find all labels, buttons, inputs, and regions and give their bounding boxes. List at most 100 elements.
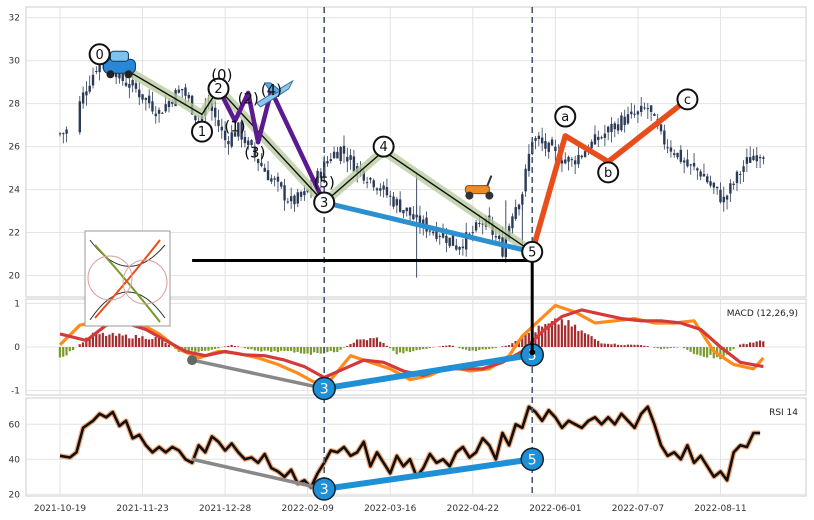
wave-marker-circle bbox=[88, 43, 111, 66]
macd-histogram-bar bbox=[702, 347, 705, 357]
candle bbox=[544, 133, 547, 157]
macd-histogram-bar bbox=[706, 347, 709, 358]
wave-marker-label: 3 bbox=[320, 196, 328, 211]
candle bbox=[616, 118, 620, 135]
macd-histogram-bar bbox=[755, 341, 758, 347]
candle bbox=[722, 186, 725, 212]
macd-histogram-bar bbox=[227, 345, 230, 347]
macd-histogram-bar bbox=[243, 347, 246, 349]
candle-body bbox=[755, 155, 758, 162]
candle-body bbox=[458, 247, 461, 250]
candle bbox=[299, 190, 303, 201]
macd-histogram-bar bbox=[501, 346, 504, 347]
macd-histogram-bar bbox=[270, 347, 273, 352]
candle bbox=[336, 146, 339, 159]
candle bbox=[319, 168, 323, 189]
macd-histogram-bar bbox=[114, 335, 118, 347]
candle-body bbox=[253, 146, 257, 156]
macd-histogram-bar bbox=[507, 345, 511, 347]
macd-histogram-bar bbox=[68, 347, 71, 352]
candle-body bbox=[745, 157, 749, 164]
candle bbox=[742, 160, 745, 182]
candle-body bbox=[478, 222, 481, 224]
candle bbox=[745, 148, 749, 173]
macd-histogram-bar bbox=[412, 347, 415, 352]
candle bbox=[620, 112, 623, 132]
macd-histogram-bar bbox=[577, 331, 580, 347]
candle bbox=[649, 104, 653, 121]
candle-body bbox=[692, 162, 696, 167]
macd-histogram-bar bbox=[471, 347, 474, 351]
price-layer bbox=[58, 48, 765, 278]
candle-body bbox=[289, 196, 293, 202]
candle-body bbox=[606, 126, 610, 133]
macd-histogram-bar bbox=[451, 345, 454, 347]
rsi-divergence-line bbox=[191, 457, 325, 491]
candle bbox=[626, 106, 630, 125]
wave-marker-circle bbox=[597, 161, 620, 184]
macd-histogram-bar bbox=[633, 344, 636, 347]
candle bbox=[369, 177, 372, 184]
wave-marker: 0 bbox=[88, 43, 111, 66]
macd-histogram-bar bbox=[458, 347, 461, 349]
macd-histogram-bar bbox=[332, 347, 336, 353]
candle bbox=[296, 188, 299, 208]
macd-histogram-bar bbox=[603, 343, 606, 347]
macd-histogram-bar bbox=[210, 347, 213, 350]
candle-body bbox=[346, 156, 349, 162]
y-tick-label: 20 bbox=[9, 272, 21, 282]
y-tick-label: 22 bbox=[9, 229, 20, 239]
macd-histogram-bar bbox=[167, 344, 170, 347]
macd-histogram-bar bbox=[124, 334, 128, 347]
candle-body bbox=[682, 160, 686, 163]
rsi-series-line bbox=[59, 405, 761, 489]
candle bbox=[752, 148, 755, 161]
candle-body bbox=[336, 151, 339, 159]
candle-body bbox=[653, 114, 656, 116]
macd-histogram-bar bbox=[448, 345, 451, 347]
macd-histogram-bar bbox=[636, 344, 639, 347]
candle-body bbox=[412, 214, 415, 220]
candle-body bbox=[573, 160, 577, 165]
car-wheel bbox=[124, 70, 133, 79]
macd-histogram-bar bbox=[729, 347, 732, 351]
x-tick-label: 2022-04-22 bbox=[447, 504, 499, 514]
wave-marker: 1 bbox=[191, 120, 213, 143]
macd-histogram-bar bbox=[613, 343, 616, 347]
candle bbox=[138, 82, 141, 106]
candle-body bbox=[62, 133, 65, 135]
candle bbox=[147, 89, 151, 109]
overlay: 3 5 3 5 0 1 2 3 4 5 a b c (0) (1) (2) (3) (4) (5) bbox=[84, 7, 699, 501]
candle-body bbox=[326, 161, 329, 164]
candle-body bbox=[187, 94, 190, 99]
macd-histogram-bar bbox=[620, 345, 623, 347]
candle-body bbox=[81, 92, 85, 104]
macd-histogram-bar bbox=[78, 344, 81, 347]
candle-body bbox=[636, 111, 640, 115]
candle-body bbox=[124, 82, 128, 86]
candle-body bbox=[250, 140, 253, 145]
candle-body bbox=[583, 151, 587, 158]
candle-body bbox=[283, 185, 286, 201]
candle bbox=[385, 178, 389, 199]
y-tick-label: 26 bbox=[9, 143, 21, 153]
candle-body bbox=[131, 80, 134, 86]
macd-histogram-bar bbox=[289, 347, 293, 351]
macd-histogram-bar bbox=[758, 340, 762, 347]
candle-body bbox=[560, 160, 564, 164]
wave-marker-circle bbox=[372, 135, 395, 158]
candle-body bbox=[676, 152, 679, 158]
candle bbox=[712, 181, 716, 195]
inset-thumbnail-icon bbox=[84, 230, 171, 327]
candle-body bbox=[448, 237, 451, 247]
wave-marker-circle bbox=[521, 240, 544, 263]
macd-histogram-bar bbox=[303, 347, 306, 354]
macd-histogram-bar bbox=[280, 347, 283, 351]
candle-body bbox=[722, 196, 725, 203]
candle-body bbox=[633, 113, 636, 115]
candle bbox=[689, 163, 692, 175]
macd-histogram-bar bbox=[72, 347, 75, 351]
candle-body bbox=[554, 146, 557, 151]
macd-histogram-bar bbox=[313, 347, 316, 353]
candle-body bbox=[296, 192, 299, 204]
